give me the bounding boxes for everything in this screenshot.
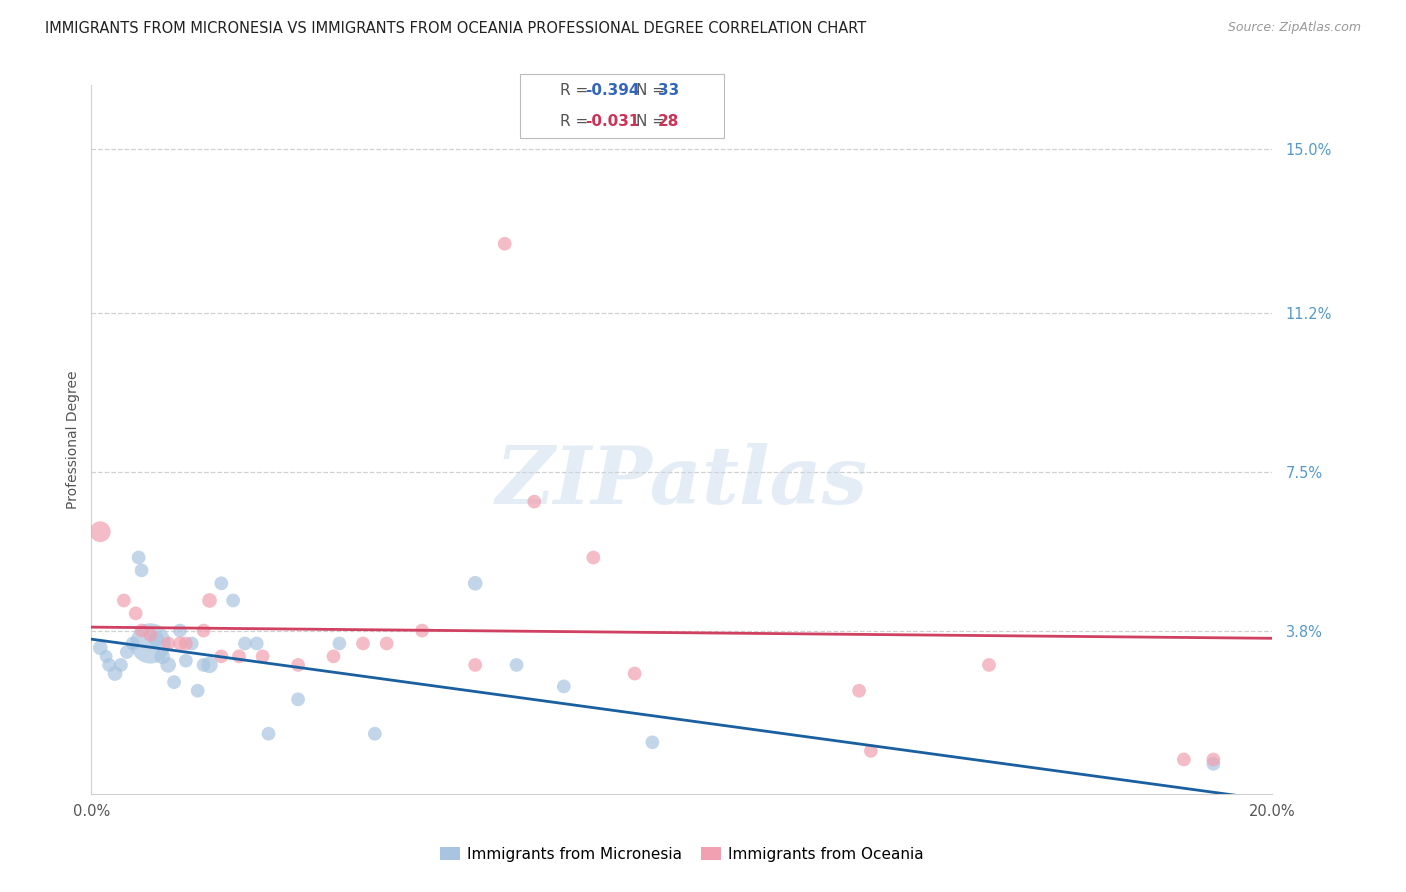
Point bbox=[193, 657, 215, 672]
Point bbox=[180, 636, 202, 650]
Point bbox=[1202, 752, 1225, 766]
Point bbox=[131, 624, 153, 638]
Point bbox=[977, 657, 1000, 672]
Point bbox=[287, 657, 309, 672]
Text: N =: N = bbox=[636, 113, 669, 128]
Point bbox=[287, 692, 309, 706]
Point bbox=[128, 550, 150, 565]
Point bbox=[352, 636, 374, 650]
Point bbox=[157, 657, 180, 672]
Point bbox=[115, 645, 138, 659]
Text: R =: R = bbox=[560, 84, 593, 98]
Point bbox=[328, 636, 350, 650]
Point bbox=[523, 494, 546, 508]
Point bbox=[198, 593, 221, 607]
Point bbox=[163, 675, 186, 690]
Point bbox=[464, 657, 486, 672]
Point bbox=[233, 636, 256, 650]
Text: N =: N = bbox=[636, 84, 669, 98]
Point bbox=[411, 624, 433, 638]
Point bbox=[157, 636, 180, 650]
Point bbox=[174, 654, 197, 668]
Point bbox=[364, 727, 387, 741]
Point bbox=[98, 657, 121, 672]
Text: R =: R = bbox=[560, 113, 593, 128]
Point bbox=[464, 576, 486, 591]
Text: 28: 28 bbox=[658, 113, 679, 128]
Point bbox=[209, 649, 232, 664]
Point bbox=[89, 640, 111, 655]
Point bbox=[131, 563, 153, 577]
Point bbox=[322, 649, 344, 664]
Point bbox=[1173, 752, 1195, 766]
Point bbox=[859, 744, 882, 758]
Point bbox=[641, 735, 664, 749]
Text: -0.031: -0.031 bbox=[585, 113, 640, 128]
Point bbox=[553, 680, 575, 694]
Point bbox=[174, 636, 197, 650]
Point bbox=[623, 666, 645, 681]
Point bbox=[104, 666, 127, 681]
Point bbox=[124, 607, 148, 621]
Point bbox=[505, 657, 527, 672]
Point bbox=[150, 649, 173, 664]
Point bbox=[145, 632, 167, 647]
Point bbox=[257, 727, 280, 741]
Point bbox=[228, 649, 250, 664]
Point bbox=[582, 550, 605, 565]
Point bbox=[222, 593, 245, 607]
Point bbox=[209, 576, 232, 591]
Point bbox=[139, 636, 162, 650]
Point bbox=[1202, 756, 1225, 771]
Point bbox=[375, 636, 398, 650]
Point bbox=[112, 593, 135, 607]
Text: Source: ZipAtlas.com: Source: ZipAtlas.com bbox=[1227, 21, 1361, 35]
Point bbox=[193, 624, 215, 638]
Text: IMMIGRANTS FROM MICRONESIA VS IMMIGRANTS FROM OCEANIA PROFESSIONAL DEGREE CORREL: IMMIGRANTS FROM MICRONESIA VS IMMIGRANTS… bbox=[45, 21, 866, 37]
Point bbox=[169, 624, 191, 638]
Point bbox=[96, 649, 118, 664]
Text: -0.394: -0.394 bbox=[585, 84, 640, 98]
Point bbox=[187, 683, 209, 698]
Legend: Immigrants from Micronesia, Immigrants from Oceania: Immigrants from Micronesia, Immigrants f… bbox=[434, 840, 929, 868]
Point bbox=[139, 628, 162, 642]
Point bbox=[246, 636, 269, 650]
Point bbox=[110, 657, 132, 672]
Point bbox=[848, 683, 870, 698]
Point bbox=[198, 657, 221, 672]
Text: 33: 33 bbox=[658, 84, 679, 98]
Point bbox=[89, 524, 111, 539]
Point bbox=[169, 636, 191, 650]
Y-axis label: Professional Degree: Professional Degree bbox=[66, 370, 80, 508]
Text: ZIPatlas: ZIPatlas bbox=[496, 443, 868, 521]
Point bbox=[494, 236, 516, 251]
Point bbox=[252, 649, 274, 664]
Point bbox=[121, 636, 143, 650]
